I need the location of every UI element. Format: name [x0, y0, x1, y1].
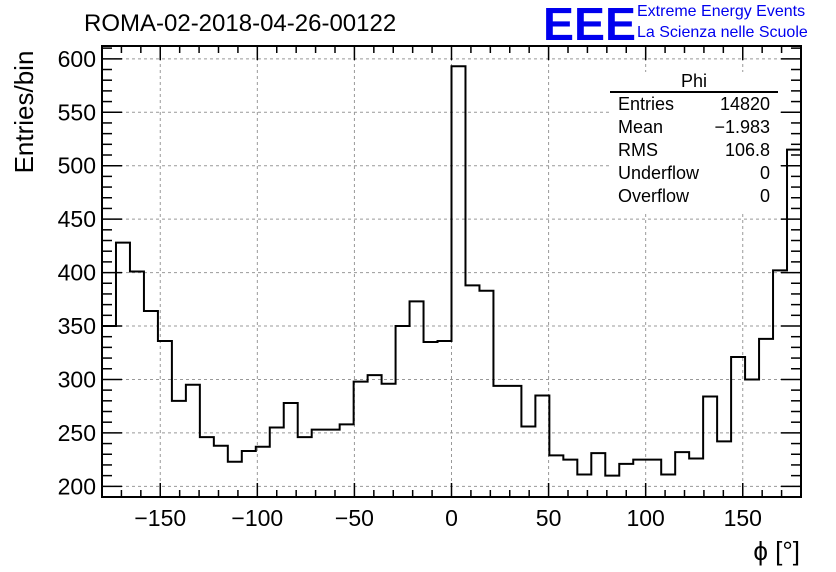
- stats-row-label: Overflow: [618, 186, 690, 206]
- y-tick-label: 350: [58, 313, 96, 339]
- stats-row-value: 0: [760, 186, 770, 206]
- stats-row-label: Entries: [618, 94, 674, 114]
- stats-row-label: Underflow: [618, 163, 700, 183]
- stats-row-label: RMS: [618, 140, 658, 160]
- eee-logo-icon: EEE: [543, 0, 636, 44]
- x-tick-label: 0: [445, 505, 458, 531]
- stats-title: Phi: [681, 71, 707, 91]
- histogram-series: [102, 65, 801, 477]
- x-tick-label: 50: [536, 505, 562, 531]
- x-tick-label: 150: [724, 505, 762, 531]
- logo-mark: EEE: [543, 0, 636, 44]
- x-tick-label: 100: [626, 505, 664, 531]
- y-axis-label: Entries/bin: [9, 51, 39, 174]
- stats-rows: Entries 14820 Mean −1.983 RMS 106.8 Underflow 0…: [618, 94, 770, 206]
- x-tick-label: −150: [134, 505, 186, 531]
- axis-tick-labels: −150 −100 −50 0 50 100 150 200 250 300 350 400 450 50…: [58, 46, 762, 531]
- axis-ticks: [101, 46, 802, 498]
- y-tick-label: 200: [58, 473, 96, 499]
- y-tick-label: 250: [58, 420, 96, 446]
- y-tick-label: 450: [58, 206, 96, 232]
- stats-box: Phi Entries 14820 Mean −1.983 RMS 106.8 Underf…: [610, 71, 778, 214]
- stats-row-value: 14820: [720, 94, 770, 114]
- stats-row-label: Mean: [618, 117, 663, 137]
- stats-row-value: 0: [760, 163, 770, 183]
- x-tick-label: −50: [335, 505, 374, 531]
- stats-row-value: −1.983: [714, 117, 770, 137]
- stats-row-value: 106.8: [725, 140, 770, 160]
- x-tick-label: −100: [231, 505, 283, 531]
- x-axis-label: ϕ [°]: [753, 536, 800, 566]
- y-tick-label: 400: [58, 260, 96, 286]
- y-tick-label: 500: [58, 153, 96, 179]
- logo-line-2: La Scienza nelle Scuole: [637, 24, 808, 41]
- logo-line-1: Extreme Energy Events: [637, 3, 806, 20]
- y-tick-label: 550: [58, 99, 96, 125]
- run-title: ROMA-02-2018-04-26-00122: [84, 10, 397, 37]
- y-tick-label: 600: [58, 46, 96, 72]
- y-tick-label: 300: [58, 366, 96, 392]
